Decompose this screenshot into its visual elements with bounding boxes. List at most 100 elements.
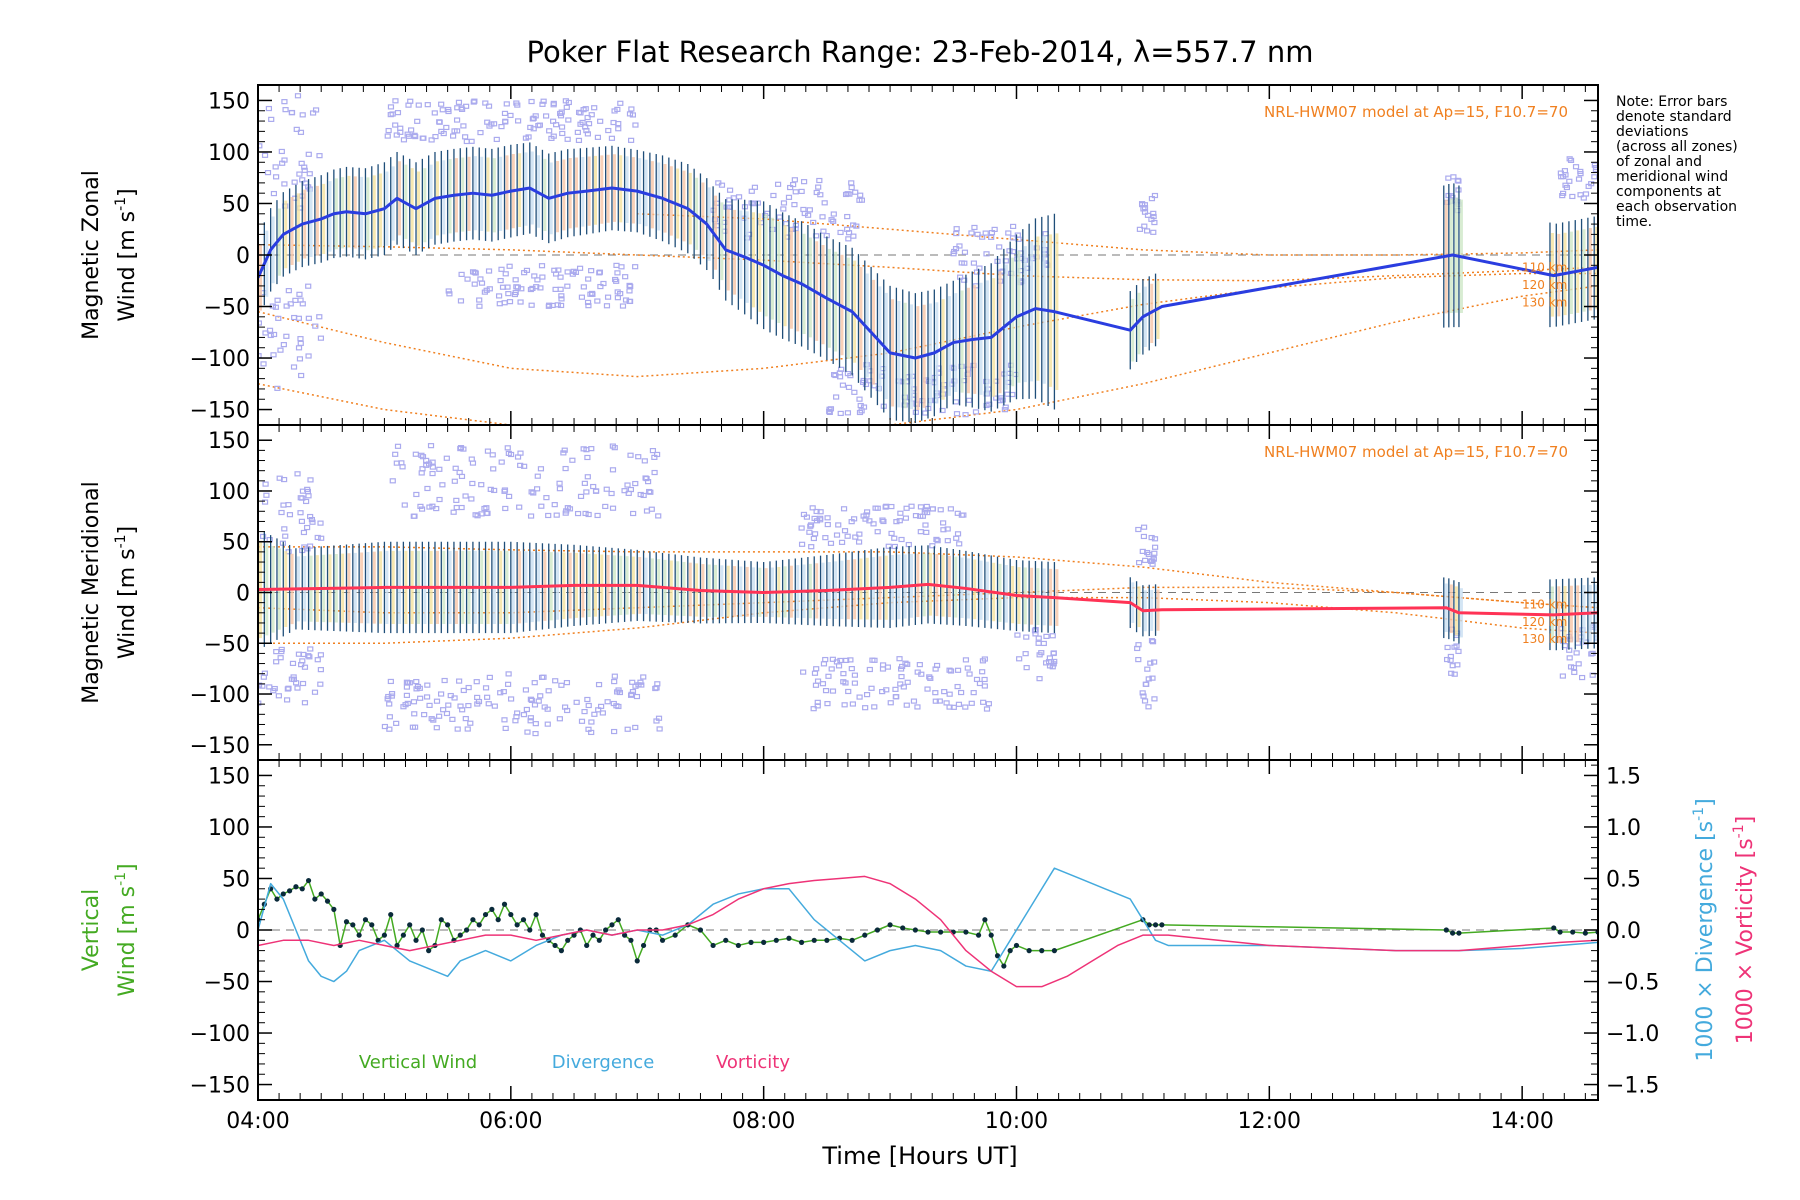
scatter-point [817, 515, 824, 521]
x-tick-label: 12:00 [1238, 1109, 1301, 1134]
scatter-point [551, 502, 558, 508]
scatter-point [574, 129, 581, 135]
scatter-point [260, 361, 267, 367]
scatter-point [469, 480, 476, 487]
scatter-point [829, 688, 837, 694]
scatter-point [532, 730, 539, 737]
scatter-point [833, 532, 841, 538]
series-marker [748, 939, 754, 945]
scatter-point [1577, 168, 1584, 175]
plot-area [258, 443, 1598, 737]
scatter-point [1563, 184, 1571, 191]
scatter-point [627, 486, 635, 493]
scatter-point [1151, 536, 1159, 542]
scatter-point [470, 99, 477, 105]
scatter-point [486, 674, 493, 681]
scatter-point [1143, 681, 1150, 687]
scatter-point [1023, 665, 1030, 671]
series-marker [274, 896, 280, 902]
scatter-point [956, 243, 963, 249]
scatter-point [787, 184, 794, 191]
scatter-point [814, 678, 822, 684]
scatter-point [419, 135, 426, 141]
scatter-point [853, 223, 860, 229]
series-line [258, 879, 1598, 967]
scatter-point [527, 718, 534, 724]
scatter-point [531, 273, 538, 279]
scatter-point [274, 385, 281, 391]
x-tick-label: 14:00 [1490, 1109, 1553, 1134]
scatter-point [535, 698, 542, 704]
scatter-point [1148, 638, 1156, 644]
scatter-point [830, 372, 838, 378]
x-tick-label: 08:00 [732, 1109, 795, 1134]
scatter-point [261, 499, 269, 505]
scatter-point [624, 482, 631, 488]
scatter-point [564, 269, 571, 275]
scatter-point [585, 702, 592, 709]
scatter-point [893, 519, 900, 525]
scatter-point [904, 661, 911, 667]
scatter-point [294, 471, 301, 477]
scatter-point [559, 130, 566, 137]
scatter-point [450, 133, 457, 139]
scatter-point [1009, 235, 1017, 241]
scatter-point [1455, 648, 1462, 655]
scatter-point [1571, 669, 1578, 676]
scatter-point [574, 510, 582, 517]
y-axis-label: Magnetic Meridional [79, 481, 104, 703]
scatter-point [840, 506, 848, 512]
x-tick-label: 10:00 [985, 1109, 1048, 1134]
scatter-point [966, 671, 973, 677]
scatter-point [481, 289, 488, 295]
scatter-point [961, 277, 968, 283]
scatter-point [615, 120, 622, 127]
series-marker [634, 958, 640, 964]
scatter-point [1145, 551, 1152, 557]
scatter-point [428, 716, 435, 722]
scatter-point [305, 283, 312, 289]
scatter-point [882, 504, 889, 510]
scatter-point [483, 510, 490, 517]
scatter-point [463, 103, 470, 109]
scatter-point [394, 443, 402, 449]
scatter-point [516, 504, 523, 510]
scatter-point [614, 289, 621, 295]
scatter-point [485, 268, 493, 274]
scatter-point [558, 124, 566, 130]
scatter-point [502, 725, 509, 731]
series-marker [1551, 925, 1557, 931]
scatter-point [419, 454, 427, 460]
scatter-point [530, 126, 537, 132]
scatter-point [288, 109, 296, 116]
scatter-point [436, 119, 443, 125]
scatter-point [1147, 660, 1154, 666]
scatter-point [612, 276, 619, 283]
scatter-point [297, 495, 304, 501]
scatter-point [471, 98, 478, 104]
scatter-point [726, 187, 734, 193]
scatter-point [283, 697, 291, 703]
scatter-point [449, 716, 456, 722]
scatter-point [261, 670, 268, 676]
scatter-point [604, 294, 612, 300]
scatter-point [800, 669, 807, 675]
series-marker [824, 937, 830, 943]
scatter-point [917, 504, 925, 510]
scatter-point [1049, 633, 1056, 639]
y2-tick-label: −1.0 [1606, 1022, 1659, 1047]
scatter-point [297, 510, 304, 516]
scatter-point [460, 123, 467, 129]
scatter-point [298, 372, 305, 379]
scatter-point [962, 657, 970, 663]
scatter-point [785, 194, 793, 200]
scatter-point [640, 492, 647, 499]
series-marker [723, 937, 729, 943]
scatter-point [520, 712, 528, 718]
height-label: 120 km [1522, 278, 1567, 292]
scatter-point [503, 101, 510, 107]
scatter-point [590, 483, 597, 490]
scatter-point [504, 445, 511, 451]
series-marker [1570, 929, 1576, 935]
scatter-point [617, 100, 624, 106]
